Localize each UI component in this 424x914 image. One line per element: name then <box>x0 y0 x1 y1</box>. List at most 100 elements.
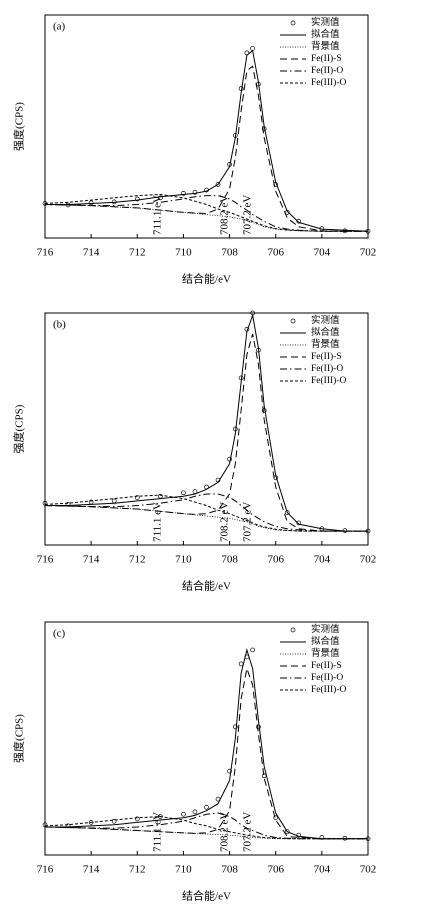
curve <box>44 195 368 232</box>
x-tick-label: 702 <box>360 864 377 876</box>
x-tick-label: 710 <box>175 554 192 566</box>
peak-annotation: 707.2 eV <box>242 502 254 542</box>
curve <box>44 816 368 840</box>
data-point <box>227 768 232 774</box>
x-tick-label: 708 <box>221 864 238 876</box>
peak-annotation: 711.1 eV <box>152 812 164 852</box>
x-tick-label: 714 <box>83 554 100 566</box>
peak-annotation: 711.1 eV <box>152 502 164 542</box>
legend-label: Fe(II)-S <box>311 351 342 362</box>
x-tick-label: 716 <box>37 247 54 259</box>
data-point <box>134 495 140 500</box>
x-axis-label: 结合能/eV <box>182 272 231 286</box>
data-point <box>134 816 140 822</box>
legend-symbol <box>290 318 296 324</box>
legend-label: Fe(III)-O <box>311 77 346 88</box>
legend-label: 拟合值 <box>311 326 340 338</box>
curve <box>44 812 368 840</box>
data-point <box>204 804 209 810</box>
peak-annotation: 707.2 eV <box>242 812 254 852</box>
x-tick-label: 710 <box>175 864 192 876</box>
legend-label: Fe(III)-O <box>311 375 346 386</box>
curve <box>45 49 369 232</box>
x-tick-label: 704 <box>314 554 331 566</box>
curve <box>44 493 368 532</box>
data-point <box>250 647 255 653</box>
x-tick-label: 716 <box>37 864 54 876</box>
x-tick-label: 704 <box>314 247 331 259</box>
legend-label: 背景值 <box>311 647 340 659</box>
curve <box>44 505 368 532</box>
legend-label: Fe(III)-O <box>311 684 346 695</box>
peak-annotation: 708.2 eV <box>218 502 230 542</box>
x-tick-label: 712 <box>129 554 146 566</box>
curve <box>44 826 368 840</box>
data-point <box>111 818 117 824</box>
x-tick-label: 712 <box>129 247 146 259</box>
plot-frame <box>44 14 369 239</box>
data-point <box>158 195 163 201</box>
data-point <box>250 46 255 51</box>
data-point <box>88 820 94 825</box>
curve <box>45 313 368 532</box>
x-tick-label: 702 <box>360 554 377 566</box>
legend-label: 拟合值 <box>311 635 340 647</box>
x-tick-label: 706 <box>267 554 284 566</box>
peak-annotation: 707.2 eV <box>242 195 254 235</box>
panel-label: (b) <box>53 319 66 331</box>
y-axis-label: 强度(CPS) <box>12 102 26 151</box>
y-axis-label: 强度(CPS) <box>12 714 26 763</box>
x-tick-label: 712 <box>129 864 146 876</box>
legend-label: 背景值 <box>311 40 340 52</box>
data-point <box>273 815 279 821</box>
legend-label: Fe(II)-O <box>311 363 343 374</box>
data-point <box>238 661 244 667</box>
curve <box>44 194 368 232</box>
data-point <box>192 189 198 195</box>
x-tick-label: 708 <box>221 247 238 259</box>
x-tick-label: 714 <box>83 247 100 259</box>
x-tick-label: 708 <box>221 554 238 566</box>
x-tick-label: 714 <box>83 864 100 876</box>
legend-label: 实测值 <box>311 623 340 635</box>
data-point <box>88 200 94 206</box>
curve <box>45 648 368 840</box>
data-point <box>319 835 325 840</box>
legend-label: Fe(II)-S <box>311 53 342 64</box>
x-tick-label: 704 <box>314 864 331 876</box>
data-point <box>181 490 186 496</box>
x-axis-label: 结合能/eV <box>182 889 231 903</box>
legend-label: Fe(II)-O <box>311 65 343 76</box>
data-point <box>232 724 238 730</box>
panel-label: (c) <box>53 628 66 640</box>
x-tick-label: 706 <box>267 247 284 259</box>
legend-symbol <box>290 627 296 633</box>
legend-label: Fe(II)-O <box>311 672 343 683</box>
x-tick-label: 716 <box>37 554 54 566</box>
curve <box>44 333 368 532</box>
legend-symbol <box>290 20 296 26</box>
x-tick-label: 702 <box>360 247 377 259</box>
x-tick-label: 706 <box>267 864 284 876</box>
legend-label: 实测值 <box>311 314 340 326</box>
legend-label: 实测值 <box>311 16 340 28</box>
data-point <box>181 191 186 196</box>
curve <box>44 65 368 232</box>
peak-annotation: 708.2 eV <box>218 195 230 235</box>
data-point <box>296 218 302 224</box>
x-tick-label: 710 <box>175 247 192 259</box>
data-point <box>256 724 261 730</box>
panel-label: (a) <box>53 21 66 33</box>
legend-label: 拟合值 <box>311 28 340 40</box>
data-point <box>284 510 290 515</box>
data-point <box>284 829 290 835</box>
data-point <box>111 498 117 504</box>
curve <box>44 666 368 840</box>
data-point <box>134 196 140 202</box>
legend-label: 背景值 <box>311 338 340 350</box>
curve <box>44 204 368 232</box>
legend-label: Fe(II)-S <box>311 660 342 671</box>
plot-frame <box>44 621 369 856</box>
peak-annotation: 711.1 eV <box>152 195 164 235</box>
